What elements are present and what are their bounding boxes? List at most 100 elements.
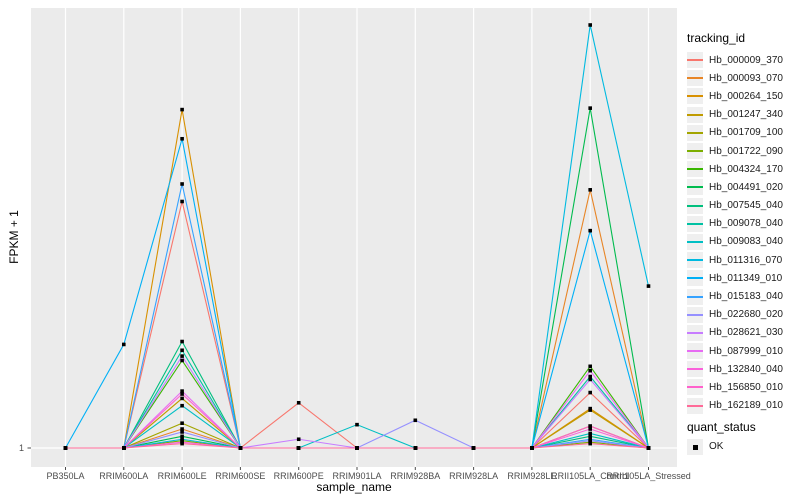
data-point <box>238 446 243 450</box>
legend-item-Hb_028621_030: Hb_028621_030 <box>687 324 800 342</box>
legend-item-Hb_000009_370: Hb_000009_370 <box>687 51 800 69</box>
data-point <box>180 430 184 434</box>
legend-line-icon <box>687 277 703 280</box>
legend-title-tracking-id: tracking_id <box>687 31 746 45</box>
legend-item-Hb_015183_040: Hb_015183_040 <box>687 287 800 305</box>
legend-label: Hb_011316_070 <box>709 254 783 266</box>
legend: tracking_id Hb_000009_370 Hb_000093_070 Hb… <box>687 31 800 456</box>
legend-line-icon <box>687 331 703 334</box>
legend-line-icon <box>687 313 703 316</box>
legend-label: Hb_009078_040 <box>709 218 783 230</box>
data-point <box>180 434 184 439</box>
legend-label: Hb_022680_020 <box>709 309 783 321</box>
legend-key <box>687 343 703 360</box>
y-axis-title: FPKM + 1 <box>7 210 21 264</box>
data-point <box>588 431 592 436</box>
legend-label: Hb_001722_090 <box>709 145 783 157</box>
data-point <box>63 446 68 450</box>
data-point <box>122 446 126 450</box>
data-point <box>296 400 301 405</box>
legend-label: Hb_132840_040 <box>709 363 783 375</box>
data-point <box>588 390 592 395</box>
x-tick-label-RRIM600LE: RRIM600LE <box>157 471 207 481</box>
x-tick-label-RRIM901LA: RRIM901LA <box>332 471 382 481</box>
data-point <box>588 368 592 373</box>
data-point <box>530 446 534 450</box>
legend-label: Hb_000093_070 <box>709 72 783 84</box>
legend-label: Hb_001247_340 <box>709 109 783 121</box>
legend-line-icon <box>687 113 703 116</box>
legend-key <box>687 438 703 455</box>
data-point <box>588 408 592 412</box>
data-point <box>355 422 359 427</box>
x-tick-label-RRII105LA_Stressed: RRII105LA_Stressed <box>606 471 691 481</box>
legend-line-icon <box>687 240 703 243</box>
legend-label: Hb_009083_040 <box>709 236 783 248</box>
legend-item-Hb_009083_040: Hb_009083_040 <box>687 233 800 251</box>
data-point <box>180 437 184 442</box>
data-point <box>180 199 184 204</box>
legend-key <box>687 179 703 196</box>
legend-key <box>687 161 703 178</box>
legend-label: Hb_156850_010 <box>709 381 783 393</box>
legend-item-Hb_000264_150: Hb_000264_150 <box>687 87 800 105</box>
data-point <box>180 427 184 431</box>
data-point <box>180 392 184 396</box>
data-point <box>588 364 592 369</box>
legend-line-icon <box>687 77 703 80</box>
x-tick-label-RRIM600PE: RRIM600PE <box>273 471 324 481</box>
legend-line-icon <box>687 350 703 353</box>
legend-item-ok: OK <box>687 438 800 456</box>
data-point <box>588 427 592 431</box>
data-point <box>646 446 651 450</box>
data-point <box>588 106 592 110</box>
x-tick-label-RRIM928BA: RRIM928BA <box>390 471 441 481</box>
legend-key <box>687 143 703 160</box>
square-point-icon <box>693 444 698 450</box>
data-point <box>588 188 592 192</box>
legend-label: Hb_015183_040 <box>709 291 783 303</box>
data-point <box>413 446 418 450</box>
data-point <box>413 418 418 423</box>
legend-line-icon <box>687 259 703 262</box>
data-point <box>122 342 126 347</box>
legend-item-Hb_132840_040: Hb_132840_040 <box>687 360 800 378</box>
panel-background <box>31 8 677 467</box>
legend-item-Hb_156850_010: Hb_156850_010 <box>687 378 800 396</box>
data-point <box>588 377 592 382</box>
legend-key <box>687 106 703 123</box>
legend-item-Hb_022680_020: Hb_022680_020 <box>687 306 800 324</box>
legend-item-Hb_011349_010: Hb_011349_010 <box>687 269 800 287</box>
legend-item-Hb_004491_020: Hb_004491_020 <box>687 178 800 196</box>
legend-line-icon <box>687 131 703 134</box>
x-tick-label-PB350LA: PB350LA <box>46 471 85 481</box>
legend-key <box>687 252 703 269</box>
legend-item-Hb_087999_010: Hb_087999_010 <box>687 342 800 360</box>
legend-key <box>687 233 703 250</box>
legend-items: Hb_000009_370 Hb_000093_070 Hb_000264_150 H… <box>687 51 800 415</box>
data-point <box>588 434 592 439</box>
legend-label: Hb_000264_150 <box>709 90 783 102</box>
data-point <box>646 284 651 288</box>
legend-key <box>687 197 703 214</box>
legend-label: Hb_004491_020 <box>709 181 783 193</box>
legend-line-icon <box>687 295 703 298</box>
legend-label: Hb_162189_010 <box>709 400 783 412</box>
legend-label: Hb_000009_370 <box>709 54 783 66</box>
legend-item-Hb_162189_010: Hb_162189_010 <box>687 397 800 415</box>
data-point <box>180 354 184 358</box>
legend-line-icon <box>687 368 703 371</box>
legend-label: Hb_028621_030 <box>709 327 783 339</box>
legend-title-quant-status: quant_status <box>687 419 756 434</box>
data-point <box>180 403 184 408</box>
data-point <box>180 107 184 112</box>
x-tick-label-RRIM600LA: RRIM600LA <box>99 471 149 481</box>
legend-key <box>687 270 703 287</box>
data-point <box>588 424 592 428</box>
data-point <box>180 396 184 401</box>
legend-label: Hb_087999_010 <box>709 345 783 357</box>
data-point <box>180 339 184 344</box>
legend-key <box>687 124 703 141</box>
legend-item-Hb_000093_070: Hb_000093_070 <box>687 69 800 87</box>
